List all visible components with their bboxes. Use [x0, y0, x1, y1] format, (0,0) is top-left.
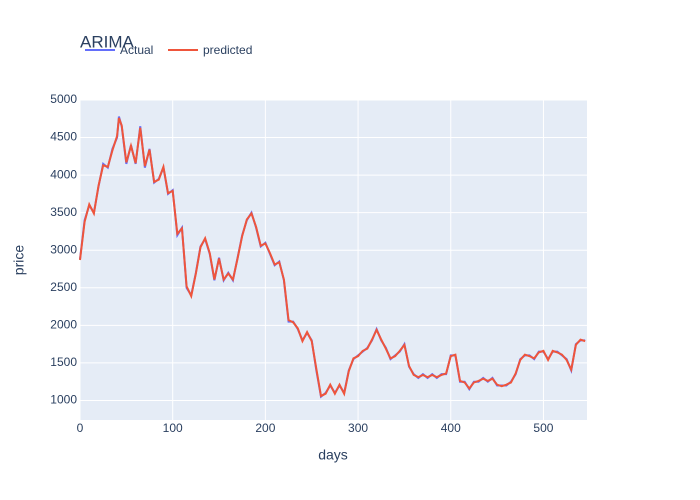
data-line — [79, 117, 586, 398]
chart-title: ARIMA — [80, 32, 135, 51]
plot-area — [80, 100, 587, 420]
y-tick-label: 3000 — [50, 242, 77, 256]
y-tick-label: 5000 — [50, 92, 77, 106]
legend-label: predicted — [203, 43, 252, 57]
x-tick-label: 500 — [533, 421, 553, 435]
x-tick-label: 400 — [441, 421, 461, 435]
x-tick-label: 200 — [255, 421, 275, 435]
y-tick-label: 3500 — [50, 205, 77, 219]
y-tick-label: 2500 — [50, 280, 77, 294]
x-axis-label: days — [318, 447, 348, 463]
legend-label: Actual — [120, 43, 153, 57]
x-tick-label: 100 — [163, 421, 183, 435]
x-tick-label: 300 — [348, 421, 368, 435]
y-tick-label: 1000 — [50, 393, 77, 407]
y-axis-label: price — [11, 245, 27, 276]
y-tick-label: 2000 — [50, 318, 77, 332]
y-tick-label: 1500 — [50, 355, 77, 369]
y-tick-label: 4000 — [50, 167, 77, 181]
y-tick-label: 4500 — [50, 130, 77, 144]
x-tick-label: 0 — [77, 421, 84, 435]
